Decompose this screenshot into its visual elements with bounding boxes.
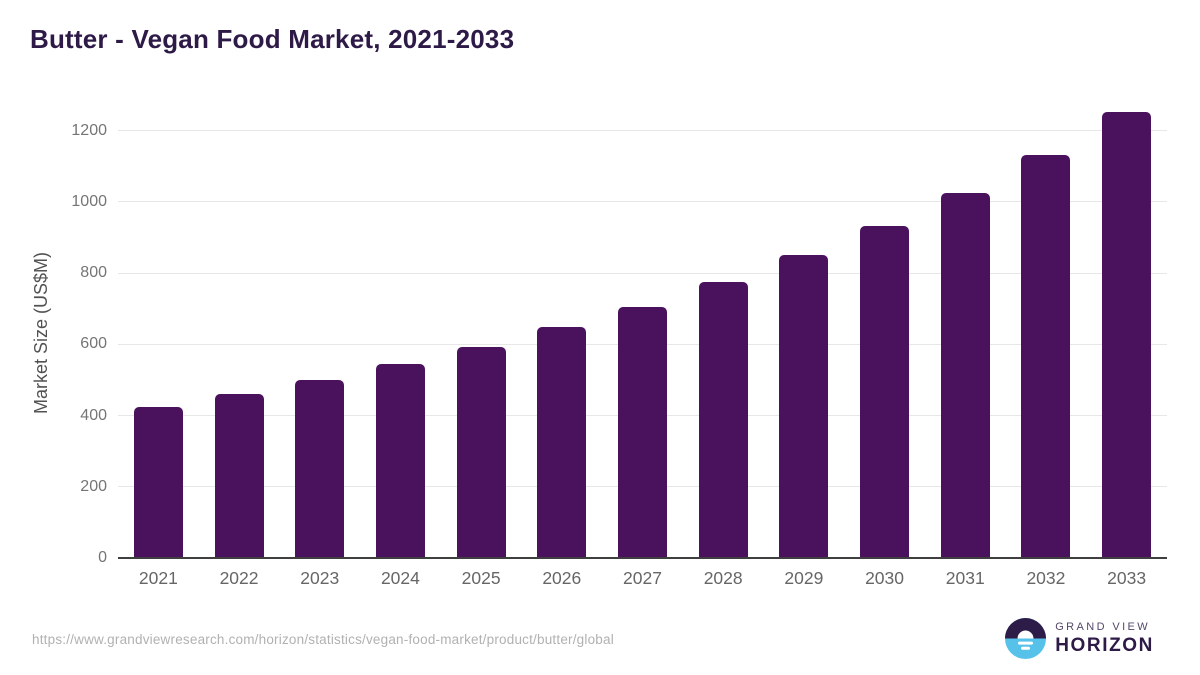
footer-source-url: https://www.grandviewresearch.com/horizo… [32,632,614,647]
x-tick-label: 2032 [1026,568,1066,588]
grand-view-horizon-logo: GRAND VIEW HORIZON [1005,618,1154,659]
x-tick-label: 2028 [703,568,743,588]
bar-slot [1006,108,1087,558]
bar [1102,111,1152,558]
bar-slot [683,108,764,558]
gridline [118,201,1167,203]
x-axis-line [118,557,1167,559]
plot-area: 2021 2022 2023 2024 2025 2026 2027 2028 2029 2030… [71,108,1167,588]
y-tick-label: 600 [80,335,107,353]
page-title: Butter - Vegan Food Market, 2021-2033 [30,24,515,54]
bar [1021,154,1071,558]
bar [698,282,748,558]
bar-slot [279,108,360,558]
bar-slot [925,108,1006,558]
y-tick-label: 800 [80,264,107,281]
bar-slot [441,108,522,558]
bar [456,347,506,558]
bar-slot [360,108,441,558]
x-tick-label: 2031 [945,568,985,588]
x-tick-label: 2025 [461,568,501,588]
bar [295,379,345,558]
bar [860,225,910,558]
bar-slot [199,108,280,558]
x-axis-labels: 2021 2022 2023 2024 2025 2026 2027 2028 2029 2030… [118,568,1167,589]
bar [940,192,990,558]
y-tick-label: 200 [80,477,107,495]
bar-slot [844,108,925,558]
x-tick-label: 2033 [1107,568,1147,588]
x-tick-label: 2029 [784,568,824,588]
x-tick-label: 2027 [623,568,662,588]
x-tick-label: 2026 [542,568,582,588]
gridline [118,272,1167,274]
y-tick-label: 0 [98,549,107,566]
x-tick-label: 2023 [300,568,340,588]
bar-slot [1086,108,1167,558]
bar-slot [521,108,602,558]
bars-row [118,108,1167,558]
x-tick-label: 2021 [138,568,178,588]
bar-slot [118,108,199,558]
horizon-logo-icon [1005,618,1047,659]
logo-product-line: HORIZON [1055,634,1154,656]
logo-text: GRAND VIEW HORIZON [1055,621,1154,657]
bar [779,255,829,558]
bar [133,406,183,558]
y-tick-label: 1000 [71,192,107,210]
bar-slot [764,108,845,558]
bar [214,393,264,558]
y-tick-label: 400 [80,406,107,424]
logo-brand-line: GRAND VIEW [1055,620,1151,633]
x-tick-label: 2022 [219,568,259,588]
gridline [118,130,1167,131]
bar [537,327,587,558]
bar [375,364,425,558]
y-tick-label: 1200 [71,121,107,139]
bar [617,306,667,558]
bar-slot [602,108,683,558]
x-tick-label: 2030 [865,568,904,588]
x-tick-label: 2024 [380,568,420,588]
